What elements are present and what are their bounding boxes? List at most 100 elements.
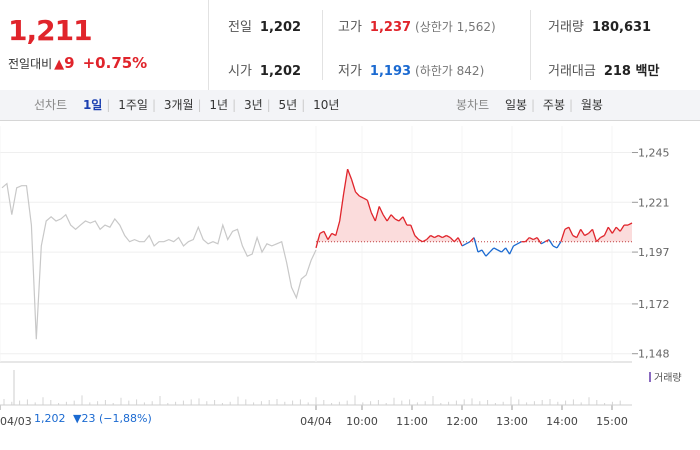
price-segment xyxy=(603,226,609,236)
line-chart-label: 선차트 xyxy=(34,98,68,112)
divider xyxy=(322,10,323,80)
price-segment xyxy=(319,230,325,234)
price-segment xyxy=(402,216,408,226)
price-segment xyxy=(363,197,368,201)
price-segment xyxy=(374,206,380,222)
price-segment xyxy=(556,241,562,249)
volume-panel: 거래량 xyxy=(3,370,682,405)
price-segment xyxy=(513,243,518,247)
price-segment xyxy=(548,239,554,247)
prev-change-rate: (−1,88%) xyxy=(99,412,152,425)
tab-1-week[interactable]: 1주일 xyxy=(118,98,148,112)
tab-3-years[interactable]: 3년 xyxy=(243,98,263,112)
price-segment xyxy=(560,229,566,242)
today-series xyxy=(315,168,633,257)
current-price: 1,211 xyxy=(8,14,93,47)
price-segment xyxy=(465,241,471,245)
tab-5-years[interactable]: 5년 xyxy=(278,98,298,112)
price-segment xyxy=(430,234,435,239)
price-segment xyxy=(461,243,467,247)
price-segment xyxy=(394,218,400,222)
y-tick-label: 1,148 xyxy=(638,348,670,361)
price-segment xyxy=(489,247,495,253)
price-segment xyxy=(540,241,546,245)
prev-day-line xyxy=(1,182,317,340)
price-segment xyxy=(497,249,502,253)
price-segment xyxy=(355,191,360,197)
price-segment xyxy=(469,237,475,243)
price-segment xyxy=(564,226,570,230)
stat-prev-close: 전일 1,202 xyxy=(228,20,302,35)
price-segment xyxy=(426,235,432,241)
change-label: 전일대비 xyxy=(8,57,53,71)
price-segment xyxy=(588,228,593,234)
x-axis: 04/03 04/04 10:00 11:00 12:00 13:00 14:00 15:00 xyxy=(0,404,632,428)
price-segment xyxy=(398,216,404,222)
price-segment xyxy=(449,237,455,243)
x-tick-label: 14:00 xyxy=(546,415,578,428)
price-segment xyxy=(477,249,483,253)
price-segment xyxy=(533,237,538,241)
price-segment xyxy=(485,251,491,257)
tab-daily-candle[interactable]: 일봉 xyxy=(504,98,528,112)
price-segment xyxy=(414,235,420,241)
x-tick-label: 13:00 xyxy=(496,415,528,428)
price-segment xyxy=(552,245,558,249)
price-segment xyxy=(366,200,372,213)
tab-10-years[interactable]: 10년 xyxy=(313,98,340,112)
price-segment xyxy=(342,168,349,195)
price-segment xyxy=(619,224,625,232)
x-tick-label: 11:00 xyxy=(396,415,428,428)
change-rate: +0.75% xyxy=(82,54,148,72)
price-segment xyxy=(600,234,605,239)
y-tick-label: 1,245 xyxy=(638,147,670,160)
price-segment xyxy=(529,237,534,241)
price-segment xyxy=(350,179,357,193)
price-segment xyxy=(473,237,479,253)
price-segment xyxy=(607,226,613,234)
candle-chart-label: 봉차트 xyxy=(456,98,490,112)
price-segment xyxy=(584,232,589,237)
stat-amount: 거래대금 218 백만 xyxy=(548,64,660,79)
price-segment xyxy=(481,249,487,257)
x-tick-label: 15:00 xyxy=(596,415,628,428)
price-segment xyxy=(453,237,459,243)
prev-change-value: ▼23 xyxy=(73,412,96,425)
price-segment xyxy=(615,226,621,232)
chart-grid xyxy=(0,126,632,363)
price-segment xyxy=(346,168,353,180)
tab-weekly-candle[interactable]: 주봉 xyxy=(542,98,566,112)
period-tabs: 선차트 1일 | 1주일 | 3개월 | 1년 | 3년 | 5년 | 10년 xyxy=(34,90,343,120)
stat-volume: 거래량 180,631 xyxy=(548,20,652,35)
price-segment xyxy=(517,241,522,245)
price-segment xyxy=(572,234,578,239)
price-segment xyxy=(410,224,416,236)
price-change: 전일대비 ▲9 +0.75% xyxy=(8,54,147,72)
tab-1-year[interactable]: 1년 xyxy=(209,98,229,112)
x-tick-label: 04/03 xyxy=(0,415,32,428)
price-segment xyxy=(382,214,388,222)
tab-3-months[interactable]: 3개월 xyxy=(163,98,194,112)
volume-legend-label: 거래량 xyxy=(654,372,682,384)
price-segment xyxy=(335,220,341,236)
price-segment xyxy=(627,222,633,226)
price-segment xyxy=(327,233,333,240)
divider xyxy=(530,10,531,80)
price-segment xyxy=(591,229,598,242)
chart-toolbar: 선차트 1일 | 1주일 | 3개월 | 1년 | 3년 | 5년 | 10년 봉차트 일봉… xyxy=(0,90,700,121)
price-segment xyxy=(446,234,451,239)
prev-day-series xyxy=(1,182,317,340)
stat-high: 고가 1,237 (상한가 1,562) xyxy=(338,20,496,35)
x-tick-label: 04/04 xyxy=(300,415,332,428)
tab-1-day[interactable]: 1일 xyxy=(82,98,103,112)
up-area-fill xyxy=(316,169,632,242)
volume-legend-swatch xyxy=(649,372,651,382)
price-segment xyxy=(568,226,574,236)
price-segment xyxy=(501,247,507,253)
price-segment xyxy=(370,212,376,222)
tab-monthly-candle[interactable]: 월봉 xyxy=(580,98,603,112)
price-segment xyxy=(315,233,321,249)
y-tick-label: 1,197 xyxy=(638,246,670,259)
price-segment xyxy=(422,239,427,243)
